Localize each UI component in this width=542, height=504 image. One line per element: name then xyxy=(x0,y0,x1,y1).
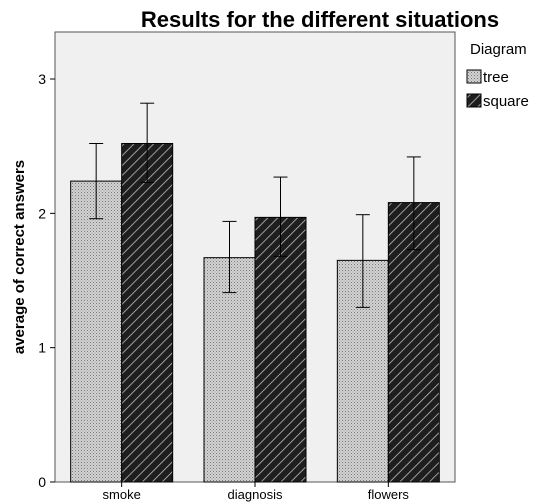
y-tick-label: 0 xyxy=(38,474,46,490)
legend-label-square: square xyxy=(483,93,529,110)
bar-tree-smoke xyxy=(70,180,123,483)
legend: Diagram tree square xyxy=(466,41,529,110)
legend-label-tree: tree xyxy=(483,69,509,86)
y-tick-label: 1 xyxy=(38,340,46,356)
error-bars xyxy=(89,102,421,308)
x-tick-label-diagnosis: diagnosis xyxy=(228,487,283,502)
y-axis: 0 1 2 3 xyxy=(38,71,55,490)
legend-swatch-square xyxy=(466,93,482,108)
bar-tree-diagnosis xyxy=(203,257,256,483)
bar-square-flowers xyxy=(387,202,440,483)
x-tick-label-flowers: flowers xyxy=(368,487,410,502)
y-axis-label: average of correct answers xyxy=(11,160,28,354)
bar-square-diagnosis xyxy=(254,216,307,483)
legend-title: Diagram xyxy=(470,41,527,58)
bars xyxy=(70,142,440,483)
x-tick-label-smoke: smoke xyxy=(103,487,141,502)
y-tick-label: 2 xyxy=(38,205,46,221)
y-tick-label: 3 xyxy=(38,71,46,87)
x-axis: smoke diagnosis flowers xyxy=(103,482,410,502)
chart-title: Results for the different situations xyxy=(141,7,499,32)
bar-square-smoke xyxy=(121,142,174,483)
legend-swatch-tree xyxy=(466,69,482,84)
